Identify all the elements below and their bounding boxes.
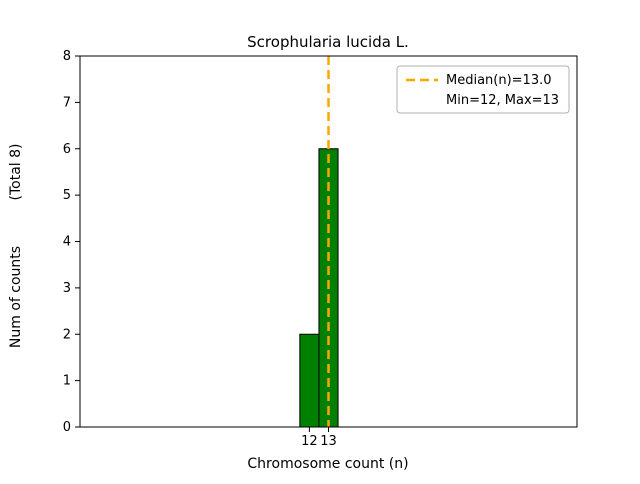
y-tick-label: 0 <box>63 420 71 435</box>
legend: Median(n)=13.0 Min=12, Max=13 <box>396 65 570 114</box>
y-tick-label: 5 <box>63 188 71 203</box>
y-tick-label: 2 <box>63 327 71 342</box>
histogram-bar <box>299 333 320 428</box>
legend-box <box>396 65 570 114</box>
y-tick-label: 7 <box>63 95 71 110</box>
y-axis-label-total: (Total 8) <box>8 144 24 201</box>
x-axis-label: Chromosome count (n) <box>247 456 408 472</box>
x-tick-label: 12 <box>301 434 318 449</box>
y-tick-label: 1 <box>63 374 71 389</box>
y-tick-label: 4 <box>63 235 71 250</box>
y-axis-label: Num of counts <box>8 246 24 348</box>
y-tick-label: 8 <box>63 49 71 64</box>
y-tick-label: 3 <box>63 281 71 296</box>
y-tick-label: 6 <box>63 142 71 157</box>
x-tick-label: 13 <box>320 434 337 449</box>
legend-entry-median: Median(n)=13.0 <box>446 73 552 88</box>
chart-title: Scrophularia lucida L. <box>247 33 409 51</box>
legend-entry-minmax: Min=12, Max=13 <box>446 93 559 108</box>
